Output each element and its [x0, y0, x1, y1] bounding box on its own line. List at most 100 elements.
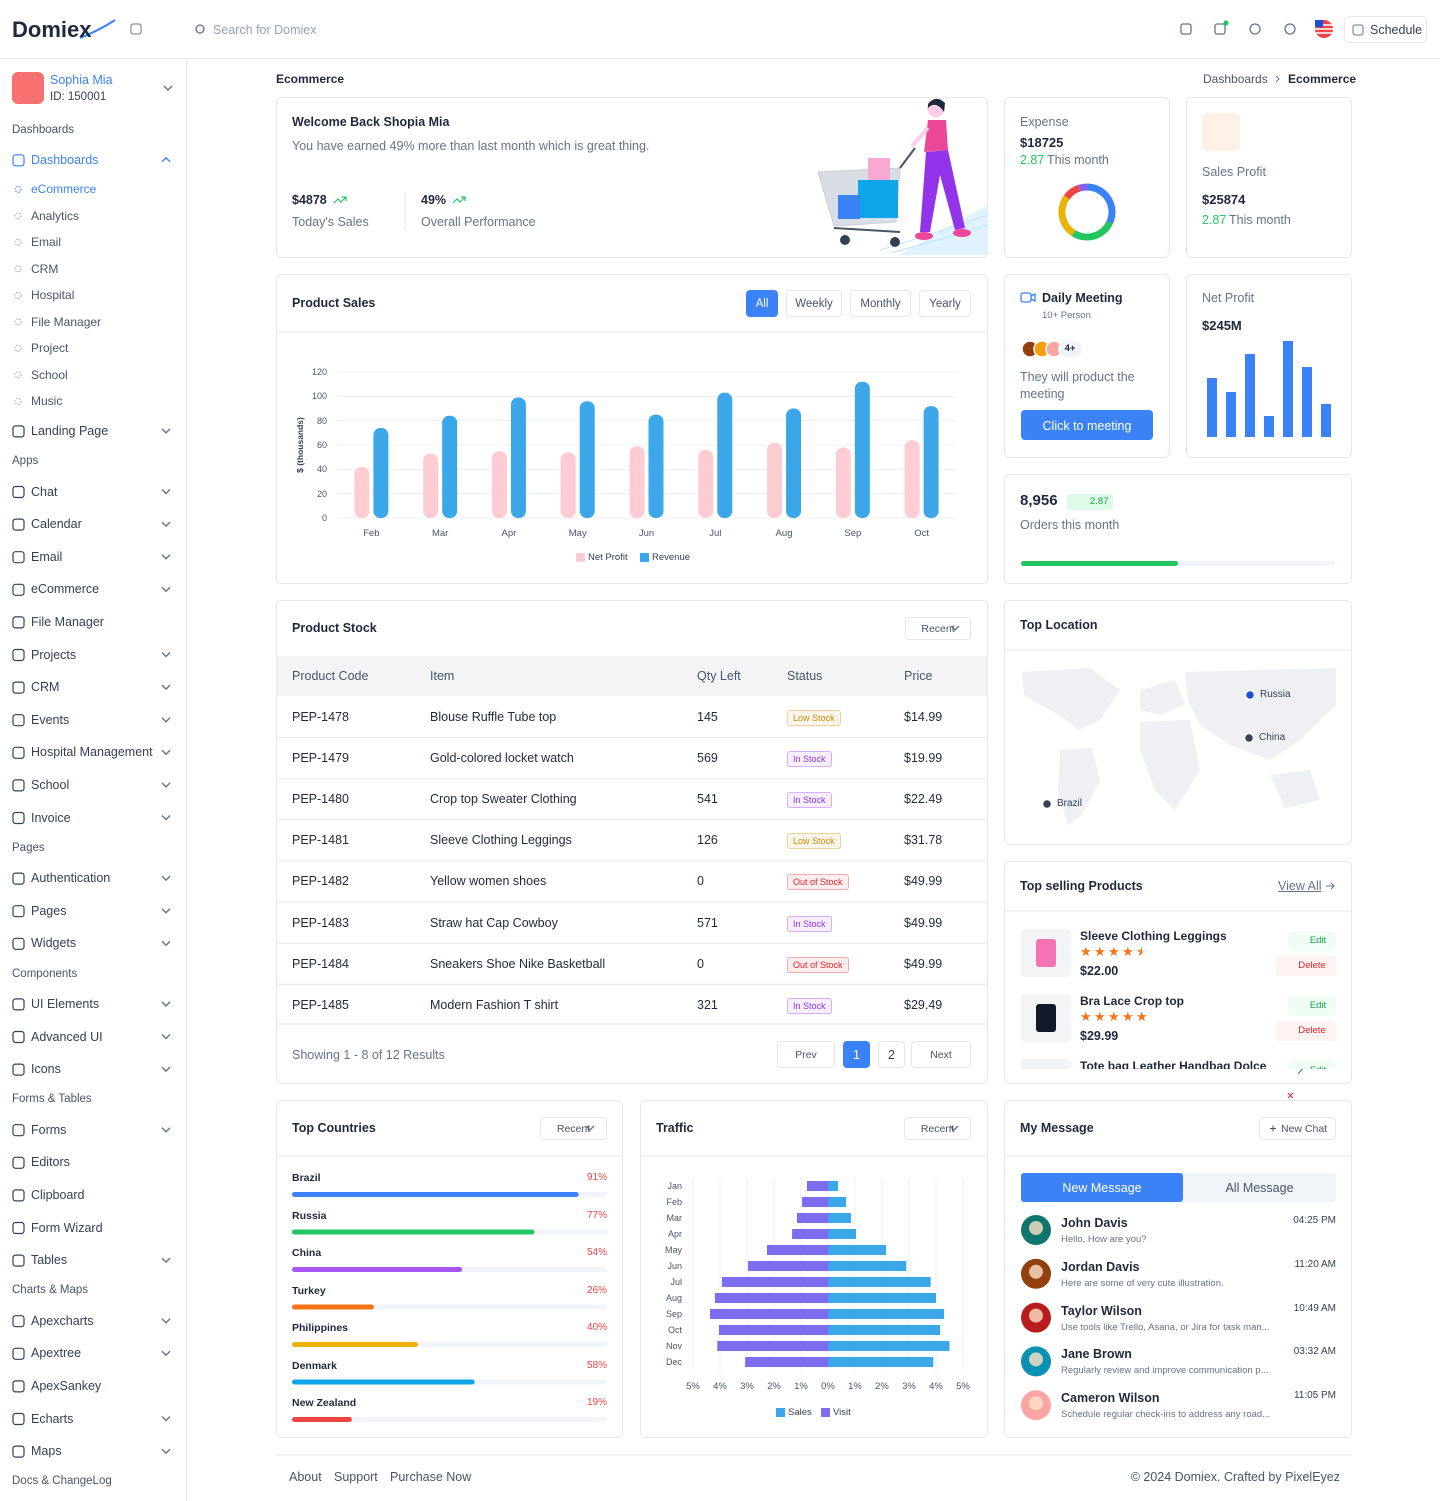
sidebar-item[interactable]: Maps [31, 1444, 62, 1459]
sidebar [0, 59, 187, 1501]
filter-button[interactable] [919, 290, 971, 317]
page-button[interactable] [878, 1041, 905, 1068]
sidebar-item[interactable]: Forms [31, 1122, 67, 1137]
sidebar-subitem[interactable]: Analytics [31, 208, 80, 223]
sidebar-item[interactable]: CRM [31, 680, 60, 695]
sidebar-item[interactable]: Advanced UI [31, 1029, 103, 1044]
sidebar-item[interactable]: Projects [31, 647, 77, 662]
edit-label[interactable]: Edit [1309, 935, 1327, 946]
tab-label[interactable]: All Message [1225, 1180, 1294, 1195]
meeting-button-label[interactable]: Click to meeting [1042, 418, 1132, 433]
sidebar-item[interactable]: File Manager [31, 614, 104, 629]
edit-button[interactable] [1288, 931, 1336, 951]
schedule-button[interactable] [1344, 16, 1427, 43]
sidebar-subitem[interactable]: eCommerce [31, 182, 97, 197]
sidebar-subitem[interactable]: School [31, 367, 68, 382]
sidebar-subitem[interactable]: File Manager [31, 314, 102, 329]
next-button[interactable] [911, 1041, 971, 1068]
sidebar-item[interactable]: Tables [31, 1253, 68, 1268]
delete-label[interactable]: Delete [1298, 960, 1326, 971]
sidebar-item[interactable]: School [31, 777, 70, 792]
filter-button[interactable] [850, 290, 911, 317]
footer-link[interactable]: Support [334, 1470, 378, 1484]
delete-button[interactable] [1276, 956, 1336, 976]
column-header: Status [787, 669, 823, 683]
sidebar-item[interactable]: Clipboard [31, 1187, 85, 1202]
footer-link[interactable]: About [289, 1470, 322, 1484]
edit-label[interactable]: Edit [1309, 1000, 1327, 1011]
sidebar-item[interactable]: Apextree [31, 1346, 82, 1361]
sidebar-item[interactable]: Landing Page [31, 423, 109, 438]
prev[interactable]: Prev [795, 1048, 817, 1061]
bar [828, 1181, 838, 1191]
next[interactable]: Next [930, 1048, 952, 1061]
sidebar-item[interactable]: Email [31, 549, 63, 564]
sender-name: Cameron Wilson [1061, 1391, 1160, 1406]
sidebar-item[interactable]: Widgets [31, 936, 77, 951]
sidebar-subitem[interactable]: Hospital [31, 288, 75, 303]
cell: 0 [697, 874, 704, 889]
new-chat-button[interactable] [1259, 1117, 1336, 1140]
sidebar-item[interactable]: Icons [31, 1062, 61, 1077]
edit-label[interactable]: Edit [1310, 1062, 1326, 1069]
edit-button[interactable] [1288, 1061, 1336, 1069]
star-fill: ★ [1094, 945, 1105, 959]
sidebar-item[interactable]: Chat [31, 484, 58, 499]
new-chat-label[interactable]: New Chat [1281, 1122, 1328, 1135]
sidebar-item[interactable]: Events [31, 712, 70, 727]
sidebar-item[interactable]: Calendar [31, 517, 82, 532]
filter-label[interactable]: Weekly [795, 297, 833, 310]
sidebar-item[interactable]: UI Elements [31, 996, 100, 1011]
sidebar-item[interactable]: Echarts [31, 1411, 74, 1426]
recent-button[interactable] [540, 1117, 607, 1140]
filter-label[interactable]: Yearly [929, 297, 961, 310]
sidebar-item[interactable]: Pages [31, 903, 67, 918]
sidebar-item[interactable]: Dashboards [31, 152, 99, 167]
user-name[interactable]: Sophia Mia [50, 73, 113, 87]
schedule-label[interactable]: Schedule [1370, 23, 1423, 37]
meeting-button[interactable] [1021, 410, 1153, 440]
sidebar-item[interactable]: Invoice [31, 810, 71, 825]
sidebar-item[interactable]: Hospital Management [31, 745, 153, 760]
sidebar-subitem[interactable]: Project [31, 341, 69, 356]
filter-button[interactable] [746, 290, 778, 317]
sidebar-subitem[interactable]: Email [31, 235, 62, 250]
recent-button[interactable] [905, 617, 971, 640]
brand-swoosh [79, 19, 116, 39]
search-input[interactable]: Search for Domiex [213, 23, 317, 37]
star-fill: ★ [1080, 945, 1091, 959]
meeting-title: Daily Meeting [1042, 291, 1123, 305]
delete-label[interactable]: Delete [1298, 1025, 1326, 1036]
sidebar-item[interactable]: Apexcharts [31, 1313, 94, 1328]
sidebar-subitem[interactable]: CRM [31, 261, 59, 276]
message-tab[interactable] [1021, 1173, 1183, 1202]
page-number[interactable]: 1 [853, 1047, 860, 1062]
sidebar-subitem[interactable]: Music [31, 394, 63, 409]
message-tab[interactable] [1183, 1173, 1336, 1202]
chevron [950, 625, 960, 631]
delete-button[interactable] [1276, 1021, 1336, 1041]
recent[interactable]: Recent [556, 1122, 591, 1135]
sidebar-item[interactable]: Authentication [31, 871, 111, 886]
sidebar-item[interactable]: ApexSankey [31, 1378, 102, 1393]
footer-link[interactable]: Purchase Now [390, 1470, 472, 1484]
recent[interactable]: Recent [921, 622, 955, 635]
page-button[interactable] [843, 1041, 870, 1068]
recent[interactable]: Recent [920, 1122, 955, 1135]
edit-button[interactable] [1288, 996, 1336, 1016]
filter-button[interactable] [786, 290, 842, 317]
breadcrumb[interactable]: Dashboards [1203, 72, 1268, 86]
view-all-link[interactable]: View All [1278, 879, 1322, 893]
page-number[interactable]: 2 [888, 1047, 895, 1062]
sidebar-item[interactable]: Editors [31, 1155, 70, 1170]
sidebar-item[interactable]: eCommerce [31, 582, 100, 597]
prev-button[interactable] [777, 1041, 835, 1068]
tab-label[interactable]: New Message [1062, 1180, 1142, 1195]
sidebar-item[interactable]: Form Wizard [31, 1220, 103, 1235]
bar [745, 1357, 828, 1367]
recent-button[interactable] [904, 1117, 971, 1140]
filter-label[interactable]: All [755, 297, 769, 310]
filter-label[interactable]: Monthly [860, 297, 901, 310]
y-axis-label: $ (thousands) [295, 417, 305, 473]
country-name: China [292, 1247, 322, 1259]
